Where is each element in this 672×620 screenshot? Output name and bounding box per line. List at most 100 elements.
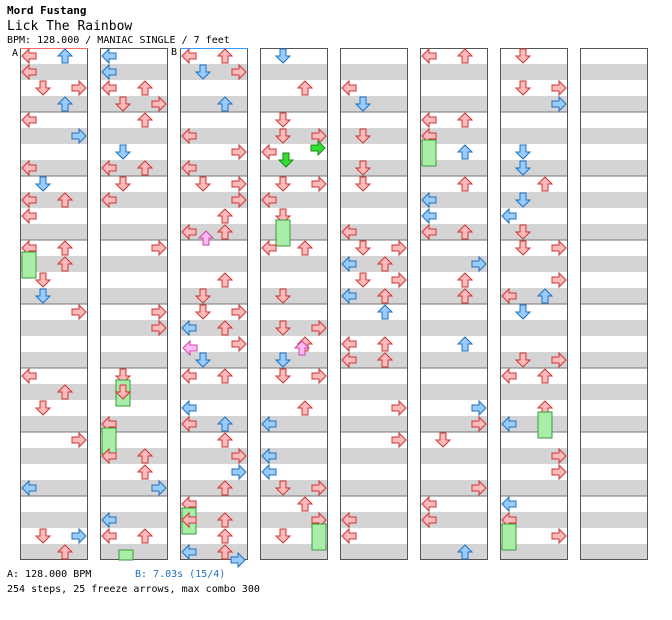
beat-band [420, 544, 488, 560]
step-arrow [354, 128, 372, 144]
beat-band [420, 416, 488, 432]
step-arrow [274, 528, 292, 544]
step-arrow [114, 384, 132, 400]
beat-band [260, 160, 328, 176]
step-arrow [471, 479, 487, 497]
beat-band [580, 544, 648, 560]
step-arrow [151, 479, 167, 497]
step-arrow [514, 160, 532, 176]
step-arrow [101, 79, 117, 97]
step-arrow [56, 256, 74, 272]
step-arrow [136, 112, 154, 128]
beat-band [180, 416, 248, 432]
step-arrow [456, 176, 474, 192]
beat-band [500, 320, 568, 336]
step-arrow [216, 528, 234, 544]
step-arrow [274, 128, 292, 144]
beat-band [260, 224, 328, 240]
beat-band [500, 512, 568, 528]
step-arrow [216, 512, 234, 528]
beat-band [20, 64, 88, 80]
beat-band [420, 192, 488, 208]
step-arrow [101, 47, 117, 65]
beat-band [20, 256, 88, 272]
artist-name: Mord Fustang [7, 4, 87, 17]
beat-band [500, 224, 568, 240]
step-arrow [114, 144, 132, 160]
step-arrow [182, 339, 198, 357]
beat-band [260, 448, 328, 464]
step-arrow [456, 544, 474, 560]
step-arrow [421, 223, 437, 241]
step-arrow [34, 400, 52, 416]
step-arrow [551, 95, 567, 113]
step-arrow [421, 47, 437, 65]
step-arrow [536, 288, 554, 304]
step-arrow [231, 447, 247, 465]
step-arrow [354, 272, 372, 288]
beat-band [500, 160, 568, 176]
step-arrow [181, 415, 197, 433]
step-arrow [181, 47, 197, 65]
step-arrow [514, 240, 532, 256]
beat-band [20, 128, 88, 144]
beat-band [340, 320, 408, 336]
step-arrow [216, 544, 234, 560]
beat-band [500, 256, 568, 272]
step-arrow [34, 272, 52, 288]
step-arrow [101, 191, 117, 209]
step-arrow [421, 511, 437, 529]
beat-band [20, 384, 88, 400]
step-arrow [551, 351, 567, 369]
step-arrow [551, 527, 567, 545]
beat-band [20, 192, 88, 208]
step-arrow [391, 239, 407, 257]
marker-a: A [12, 48, 19, 59]
step-arrow [181, 511, 197, 529]
beat-band [500, 544, 568, 560]
beat-band [260, 320, 328, 336]
step-arrow [194, 64, 212, 80]
beat-band [100, 480, 168, 496]
step-arrow [274, 320, 292, 336]
step-arrow [136, 448, 154, 464]
step-arrow [71, 79, 87, 97]
beat-band [260, 256, 328, 272]
step-arrow [296, 400, 314, 416]
step-arrow [136, 464, 154, 480]
step-arrow [341, 527, 357, 545]
step-arrow [501, 207, 517, 225]
beat-band [580, 512, 648, 528]
step-arrow [181, 319, 197, 337]
beat-band [180, 128, 248, 144]
step-arrow [261, 191, 277, 209]
beat-band [500, 128, 568, 144]
step-arrow [391, 271, 407, 289]
step-arrow [456, 112, 474, 128]
step-arrow [136, 80, 154, 96]
beat-band [500, 64, 568, 80]
beat-band [20, 160, 88, 176]
beat-band [260, 480, 328, 496]
step-arrow [296, 240, 314, 256]
beat-band [180, 256, 248, 272]
beat-band [180, 352, 248, 368]
step-arrow [21, 47, 37, 65]
beat-band [340, 384, 408, 400]
freeze-arrow [311, 523, 327, 551]
beat-band [340, 64, 408, 80]
beat-band [580, 352, 648, 368]
step-arrow [514, 144, 532, 160]
step-arrow [216, 320, 234, 336]
beat-band [420, 64, 488, 80]
beat-band [100, 512, 168, 528]
step-arrow [21, 479, 37, 497]
step-arrow [274, 112, 292, 128]
step-arrow [311, 479, 327, 497]
step-arrow [501, 287, 517, 305]
step-arrow [261, 143, 277, 161]
column-border [100, 48, 168, 560]
beat-band [100, 160, 168, 176]
beat-band [100, 320, 168, 336]
